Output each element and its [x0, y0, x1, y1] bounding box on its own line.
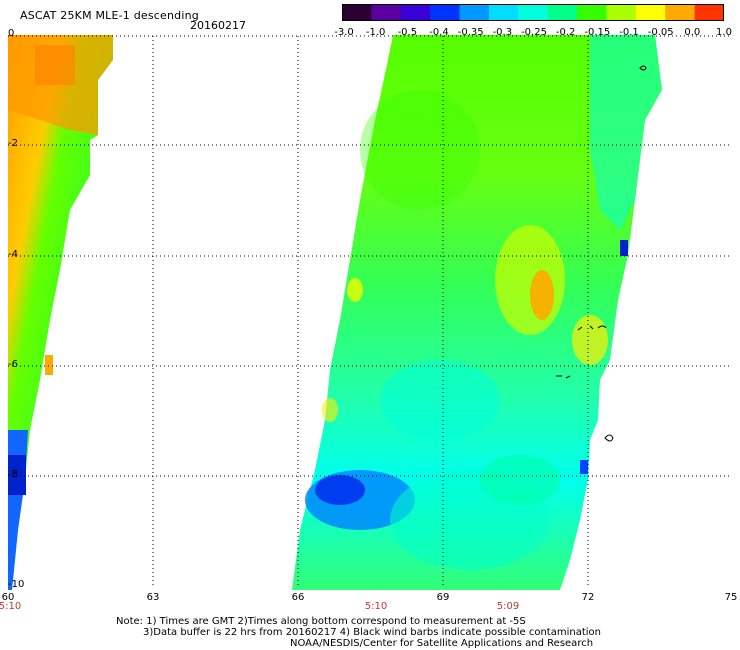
colorbar-label: -0.35 — [457, 27, 484, 38]
colorbar-segment — [577, 4, 608, 21]
colorbar-segment — [518, 4, 549, 21]
time-label-right: 5:09 — [496, 601, 520, 612]
colorbar-segment — [488, 4, 519, 21]
colorbar-segment — [635, 4, 666, 21]
product-date: 20160217 — [190, 19, 246, 32]
colorbar-label: 0.0 — [684, 27, 701, 38]
coastline-marks — [556, 65, 647, 442]
x-tick-75: 75 — [724, 592, 738, 603]
colorbar-segment — [430, 4, 461, 21]
lat-lon-grid — [8, 35, 732, 588]
colorbar-border — [342, 4, 724, 21]
x-tick-69: 69 — [436, 592, 450, 603]
colorbar-label: -0.2 — [555, 27, 576, 38]
y-tick-m8: -8 — [8, 469, 18, 480]
colorbar-segment — [665, 4, 696, 21]
left-swath — [8, 35, 113, 590]
x-tick-66: 66 — [291, 592, 305, 603]
colorbar-label: -3.0 — [334, 27, 354, 38]
footer-line-2: 3)Data buffer is 22 hrs from 20160217 4)… — [143, 627, 601, 638]
colorbar-segment — [400, 4, 431, 21]
y-tick-m2: -2 — [8, 138, 18, 149]
colorbar-label: -0.15 — [584, 27, 611, 38]
colorbar-segment — [342, 4, 372, 21]
right-swath — [292, 35, 662, 590]
colorbar-label: -0.25 — [521, 27, 547, 38]
x-tick-72: 72 — [581, 592, 595, 603]
colorbar — [342, 4, 725, 21]
colorbar-gradient — [342, 4, 725, 21]
colorbar-label: -0.1 — [619, 27, 639, 38]
colorbar-segment — [371, 4, 402, 21]
y-tick-0: 0 — [8, 28, 15, 39]
colorbar-segment — [459, 4, 490, 21]
footer-line-3: NOAA/NESDIS/Center for Satellite Applica… — [290, 638, 594, 649]
colorbar-segment — [547, 4, 578, 21]
footer-line-1: Note: 1) Times are GMT 2)Times along bot… — [116, 616, 526, 627]
product-title: ASCAT 25KM MLE-1 descending — [20, 9, 199, 22]
colorbar-label: -0.4 — [429, 27, 449, 38]
y-tick-m6: -6 — [8, 359, 18, 370]
colorbar-label: -0.05 — [647, 27, 674, 38]
colorbar-label: -1.0 — [365, 27, 386, 38]
colorbar-label: -0.3 — [492, 27, 513, 38]
y-tick-m4: -4 — [8, 249, 18, 260]
time-label-middle: 5:10 — [364, 601, 388, 612]
x-tick-63: 63 — [146, 592, 160, 603]
colorbar-label: -0.5 — [397, 27, 418, 38]
time-label-left: 5:10 — [0, 601, 22, 612]
colorbar-segment — [606, 4, 637, 21]
x-tick-60: 60 — [1, 592, 15, 603]
colorbar-segment — [694, 4, 725, 21]
colorbar-label: 1.0 — [716, 27, 732, 38]
y-tick-m10: -10 — [8, 579, 25, 590]
